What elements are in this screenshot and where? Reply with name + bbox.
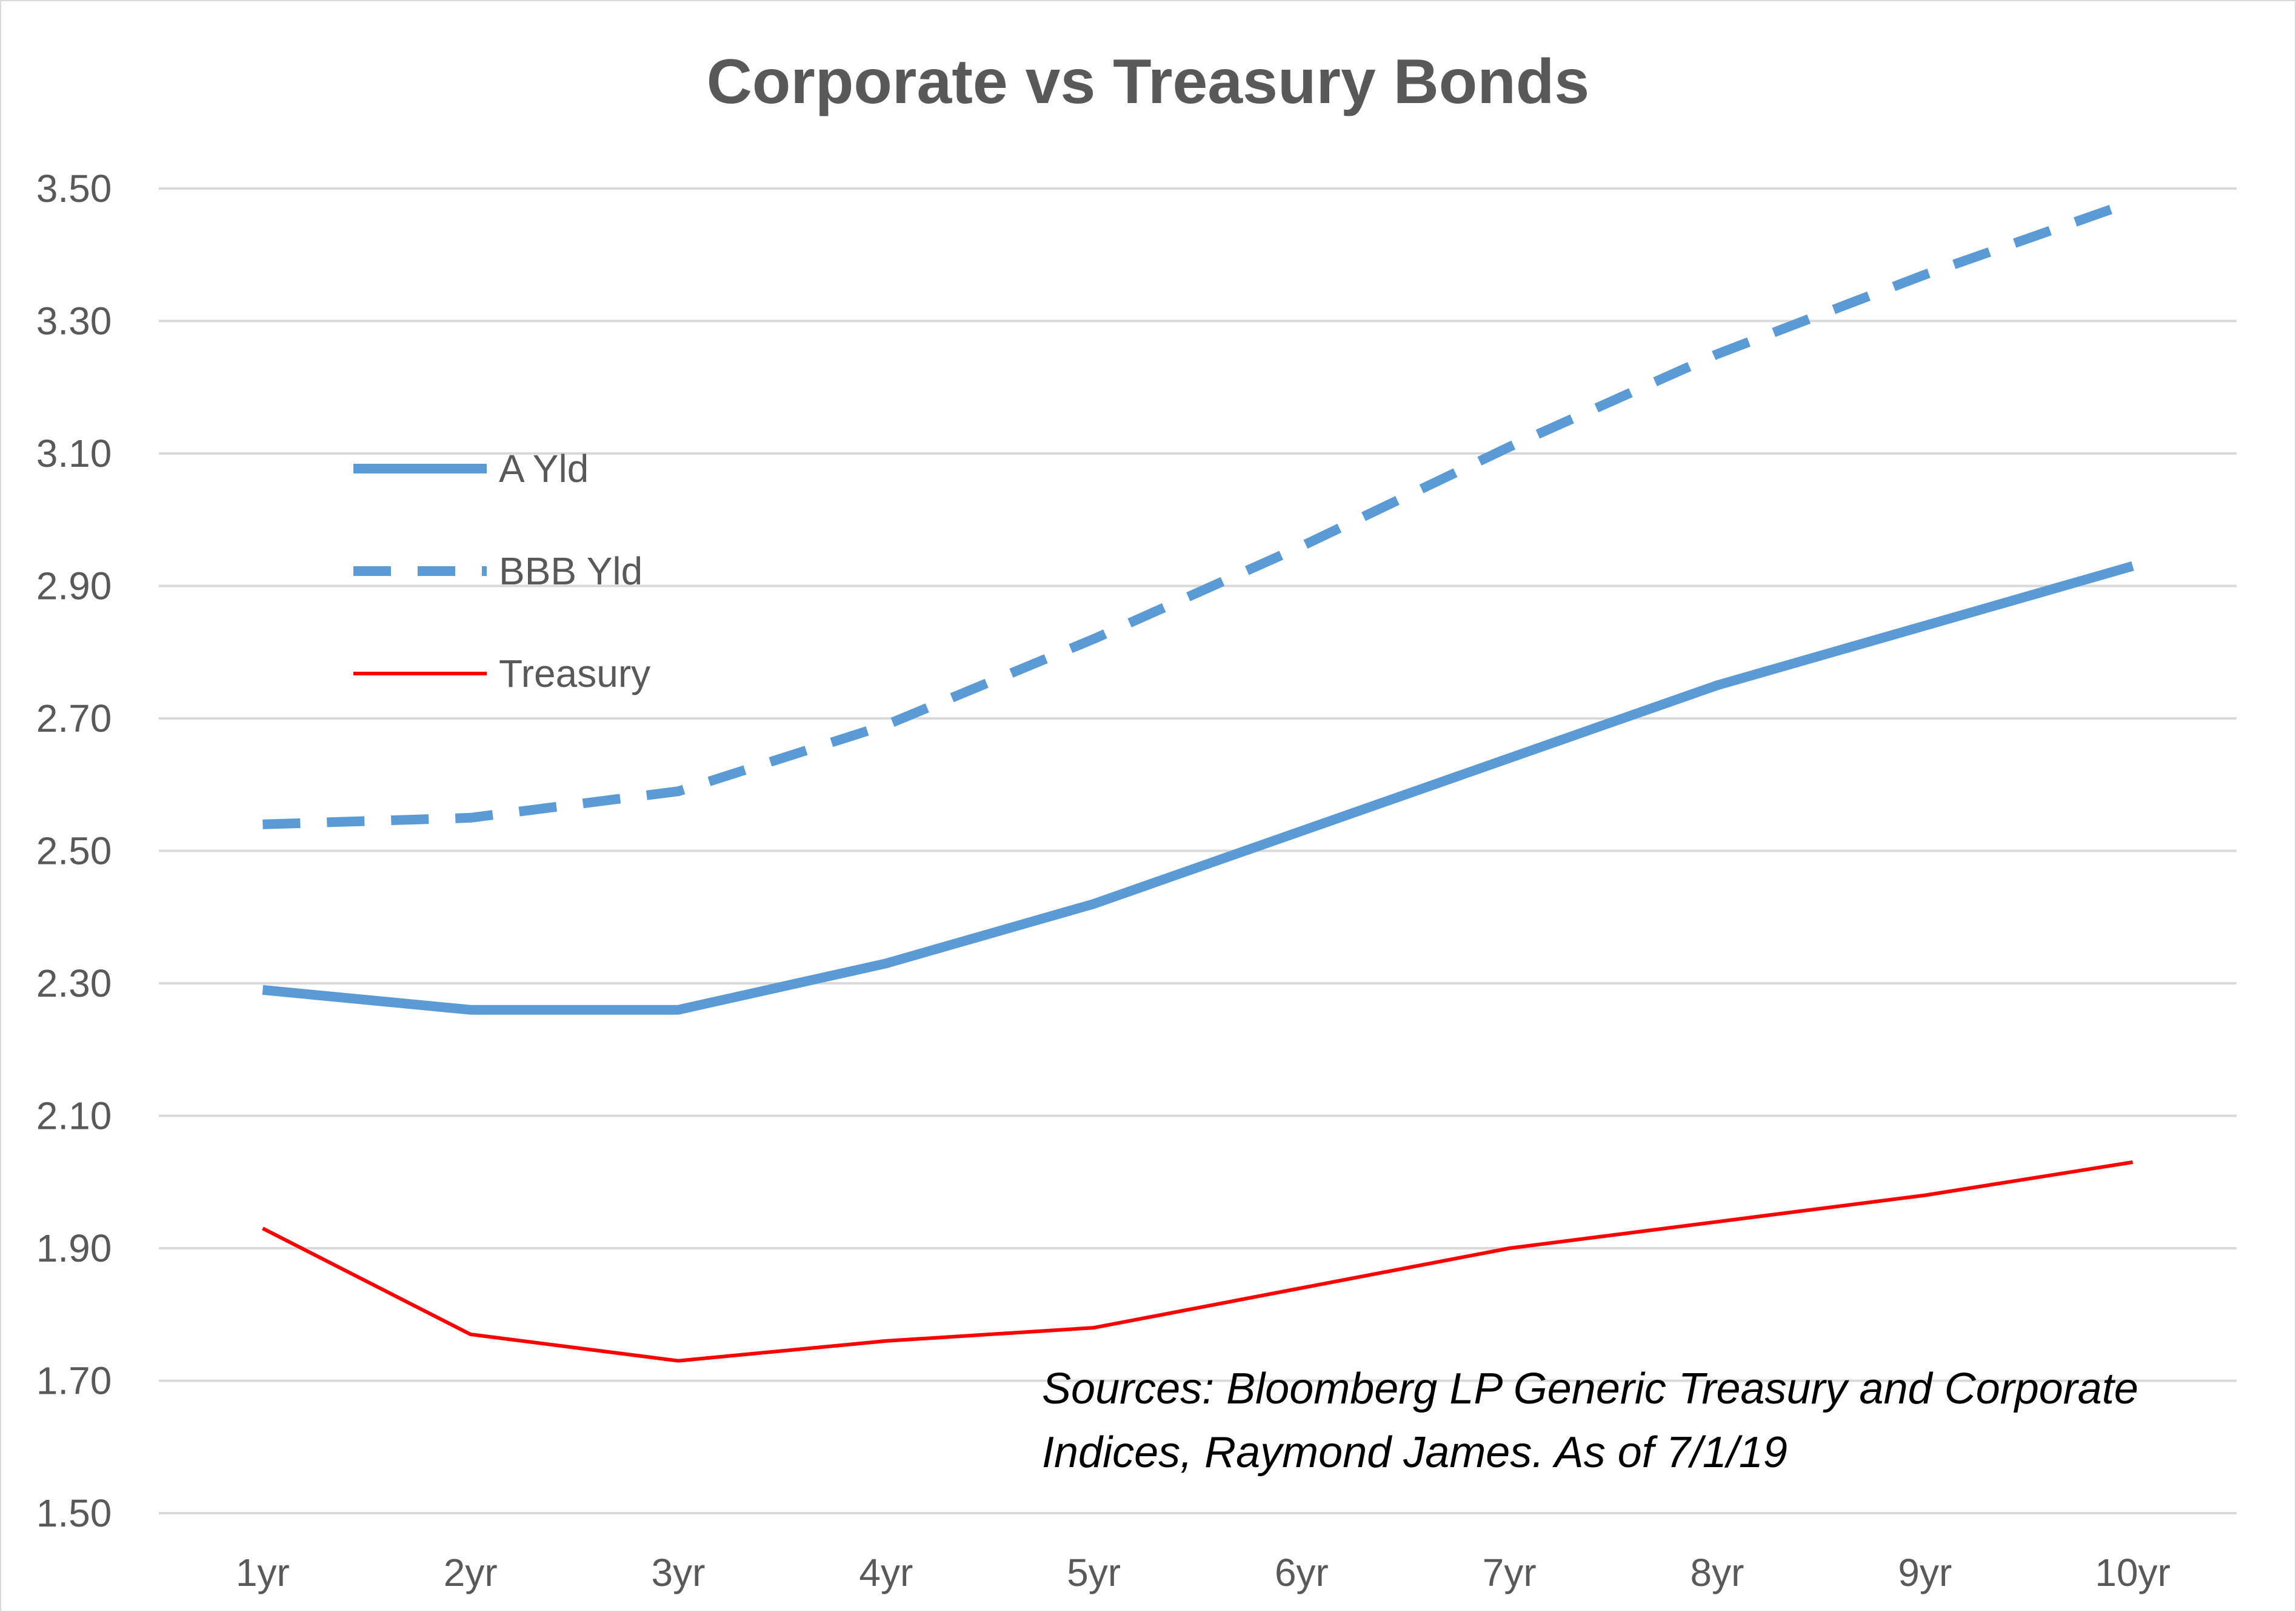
- x-tick-label: 1yr: [236, 1551, 290, 1594]
- y-tick-label: 1.90: [36, 1226, 112, 1270]
- x-tick-label: 6yr: [1275, 1551, 1329, 1594]
- x-tick-label: 5yr: [1067, 1551, 1121, 1594]
- x-tick-label: 10yr: [2095, 1551, 2171, 1594]
- y-tick-label: 2.90: [36, 564, 112, 608]
- x-tick-label: 8yr: [1690, 1551, 1744, 1594]
- data-point: [1716, 353, 1718, 355]
- x-axis-ticks: 1yr 2yr 3yr 4yr 5yr 6yr 7yr 8yr 9yr 10yr: [236, 1551, 2171, 1594]
- series-line-bbb-yld: [262, 202, 2132, 824]
- y-tick-label: 3.50: [36, 167, 112, 210]
- data-point: [1300, 1287, 1303, 1289]
- data-point: [1924, 624, 1926, 627]
- gridlines: [159, 189, 2237, 1513]
- x-tick-label: 3yr: [652, 1551, 706, 1594]
- legend: A Yld BBB Yld Treasury: [353, 447, 650, 695]
- data-point: [2132, 201, 2134, 203]
- series-layer: [261, 201, 2134, 1362]
- series-line-a-yld: [262, 566, 2132, 1010]
- legend-label: Treasury: [499, 652, 650, 695]
- legend-label: A Yld: [499, 447, 589, 490]
- data-point: [677, 790, 679, 792]
- x-tick-label: 4yr: [859, 1551, 913, 1594]
- data-point: [1508, 757, 1510, 760]
- data-point: [2132, 1161, 2134, 1163]
- data-point: [677, 1009, 679, 1011]
- data-point: [677, 1360, 679, 1362]
- data-point: [1300, 545, 1303, 547]
- x-tick-label: 9yr: [1898, 1551, 1952, 1594]
- y-tick-label: 2.50: [36, 829, 112, 873]
- data-point: [885, 1340, 887, 1342]
- chart-title: Corporate vs Treasury Bonds: [707, 47, 1589, 117]
- data-point: [1093, 903, 1095, 905]
- data-point: [885, 724, 887, 726]
- data-point: [1924, 1194, 1926, 1197]
- data-point: [885, 962, 887, 965]
- y-tick-label: 1.70: [36, 1359, 112, 1403]
- data-point: [469, 1009, 472, 1011]
- data-point: [261, 823, 264, 826]
- y-tick-label: 3.30: [36, 299, 112, 343]
- y-tick-label: 2.10: [36, 1094, 112, 1138]
- data-point: [469, 817, 472, 819]
- data-point: [1508, 1247, 1510, 1249]
- data-point: [1716, 1220, 1718, 1223]
- data-point: [1093, 1326, 1095, 1329]
- x-tick-label: 7yr: [1483, 1551, 1537, 1594]
- data-point: [261, 989, 264, 991]
- x-tick-label: 2yr: [444, 1551, 498, 1594]
- y-tick-label: 3.10: [36, 432, 112, 475]
- source-note-line: Indices, Raymond James. As of 7/1/19: [1042, 1428, 1787, 1477]
- series-line-treasury: [262, 1162, 2132, 1361]
- data-point: [1093, 638, 1095, 640]
- data-point: [1924, 273, 1926, 276]
- y-tick-label: 2.70: [36, 697, 112, 740]
- data-point: [469, 1333, 472, 1336]
- data-point: [2132, 565, 2134, 567]
- data-point: [1716, 684, 1718, 686]
- line-chart: Corporate vs Treasury Bonds 1.50 1.70 1.90…: [0, 0, 2296, 1612]
- source-note-line: Sources: Bloomberg LP Generic Treasury a…: [1042, 1365, 2138, 1413]
- legend-label: BBB Yld: [499, 549, 642, 593]
- data-point: [1508, 446, 1510, 448]
- y-axis-ticks: 1.50 1.70 1.90 2.10 2.30 2.50 2.70 2.90 3.10 3.30…: [36, 167, 112, 1535]
- data-point: [1300, 830, 1303, 832]
- data-point: [261, 1227, 264, 1229]
- y-tick-label: 2.30: [36, 962, 112, 1005]
- y-tick-label: 1.50: [36, 1491, 112, 1535]
- source-annotation: Sources: Bloomberg LP Generic Treasury a…: [1042, 1365, 2138, 1477]
